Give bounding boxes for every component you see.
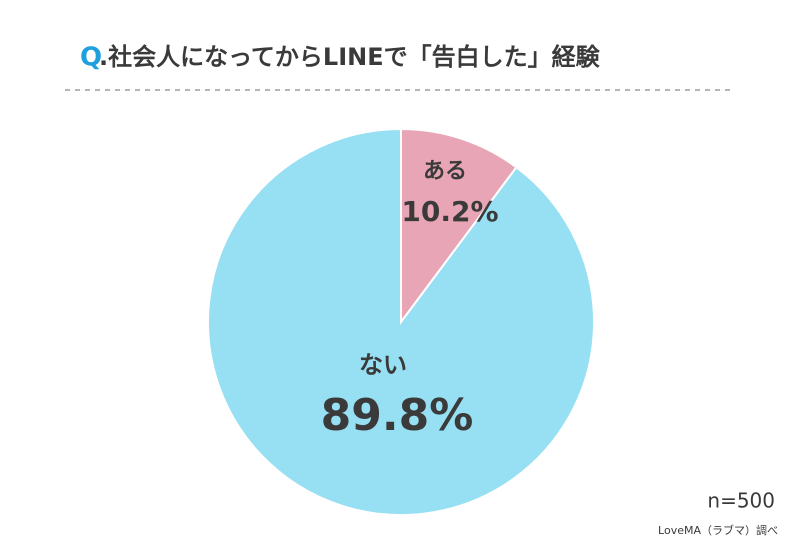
pie-labels: ある 10.2% ない 89.8% (321, 159, 499, 441)
slice-category-label: ない (359, 351, 407, 379)
source-note: LoveMA（ラブマ）調べ (658, 523, 778, 537)
pie-slice (400, 127, 518, 326)
slice-value-label: 10.2% (401, 195, 498, 228)
chart-title: .社会人になってからLINEで「告白した」経験 (99, 43, 601, 71)
pie-slice (207, 127, 595, 516)
title-marker: Q (80, 43, 102, 73)
sample-note: n=500 (707, 489, 775, 513)
slice-value-label: 89.8% (321, 390, 474, 441)
slice-category-label: ある (423, 159, 467, 184)
pie (207, 127, 595, 516)
